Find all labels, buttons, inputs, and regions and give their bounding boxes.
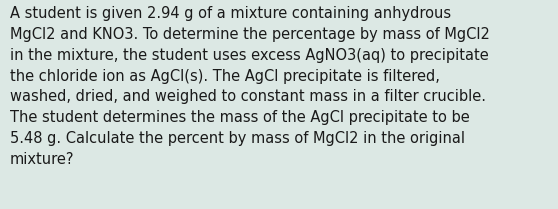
Text: A student is given 2.94 g of a mixture containing anhydrous
MgCl2 and KNO3. To d: A student is given 2.94 g of a mixture c… (10, 6, 490, 167)
